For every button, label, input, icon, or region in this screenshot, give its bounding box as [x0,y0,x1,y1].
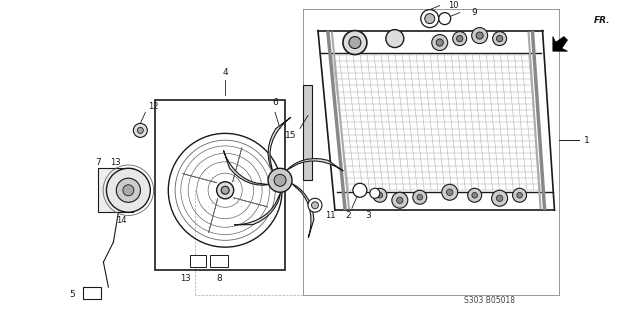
Bar [303,85,312,180]
Text: 13: 13 [180,274,191,283]
Circle shape [116,178,141,202]
Circle shape [373,188,387,202]
Bar [190,255,206,267]
Circle shape [106,168,151,212]
Polygon shape [553,36,568,51]
Text: 7: 7 [96,158,101,167]
Bar [83,287,101,299]
Circle shape [472,192,478,198]
Text: 1: 1 [584,136,590,145]
Text: FR.: FR. [594,16,610,25]
Circle shape [308,198,322,212]
Bar [210,255,228,267]
Circle shape [312,202,318,209]
Polygon shape [292,183,314,237]
Circle shape [424,14,435,24]
Text: 4: 4 [222,68,228,77]
Text: 12: 12 [148,102,159,111]
Circle shape [392,192,408,208]
Circle shape [432,35,448,51]
Text: 3: 3 [365,211,371,220]
Circle shape [492,32,507,45]
Circle shape [436,39,444,46]
Circle shape [221,186,229,194]
Circle shape [497,36,503,42]
Circle shape [492,190,508,206]
Circle shape [447,189,453,196]
Text: 13: 13 [110,158,121,167]
Bar [120,170,136,182]
Circle shape [133,124,147,137]
Circle shape [268,168,292,192]
Circle shape [274,174,286,186]
Bar [155,100,285,270]
Circle shape [343,31,367,54]
Circle shape [517,192,523,198]
Text: 9: 9 [471,8,478,17]
Polygon shape [234,192,281,225]
Text: 8: 8 [217,274,222,283]
Circle shape [377,192,383,198]
Circle shape [471,28,487,44]
Text: 5: 5 [70,290,75,299]
Circle shape [413,190,427,204]
Circle shape [353,183,367,197]
Polygon shape [223,151,269,185]
Bar [99,168,133,212]
Text: 15: 15 [284,131,296,140]
Text: 10: 10 [448,1,458,10]
Circle shape [417,195,423,200]
Text: 14: 14 [116,216,126,225]
Circle shape [397,197,403,204]
Circle shape [476,32,483,39]
Polygon shape [268,117,291,171]
Circle shape [370,188,380,198]
Circle shape [453,32,466,45]
Text: 6: 6 [272,98,278,107]
Text: S303 B05018: S303 B05018 [464,296,515,305]
Circle shape [442,184,458,200]
Circle shape [386,29,404,48]
Text: 11: 11 [325,211,336,220]
Circle shape [217,182,234,199]
Circle shape [123,185,134,196]
Circle shape [497,195,503,202]
Circle shape [421,10,439,28]
Circle shape [439,12,450,25]
Circle shape [349,36,361,49]
Circle shape [457,36,463,42]
Circle shape [138,127,143,133]
Polygon shape [286,159,343,171]
Text: 2: 2 [345,211,350,220]
Circle shape [513,188,526,202]
Circle shape [468,188,482,202]
